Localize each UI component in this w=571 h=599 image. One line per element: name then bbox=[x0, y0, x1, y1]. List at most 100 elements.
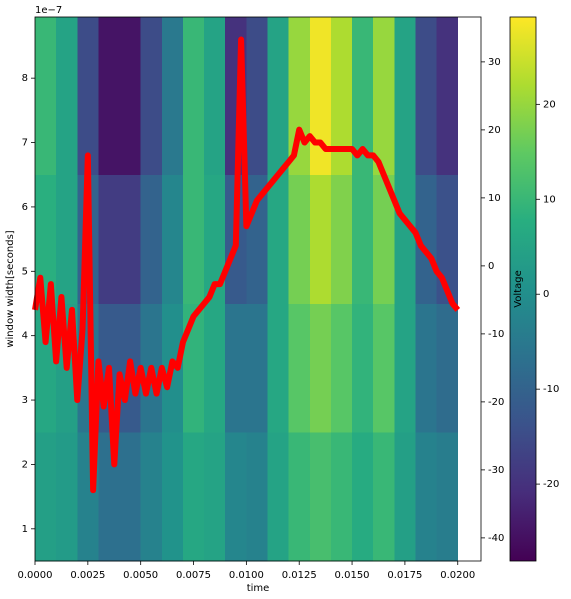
heatmap-cell bbox=[119, 17, 142, 176]
heatmap-cell bbox=[352, 174, 374, 304]
heatmap-cell bbox=[436, 17, 459, 176]
heatmap-cell bbox=[373, 432, 395, 562]
signal-line-core bbox=[34, 39, 459, 491]
heatmap-cell bbox=[394, 303, 416, 433]
heatmap-cell bbox=[225, 303, 247, 433]
colorbar-label: Voltage bbox=[513, 270, 524, 308]
y-axis-label: window width[seconds] bbox=[5, 230, 16, 347]
heatmap-cell bbox=[352, 432, 374, 562]
heatmap-cell bbox=[352, 17, 374, 176]
heatmap-cell bbox=[35, 17, 57, 176]
heatmap-cell bbox=[330, 17, 353, 176]
y2-tick-label: 10 bbox=[488, 193, 501, 204]
heatmap-cell bbox=[415, 303, 438, 433]
heatmap-cell bbox=[288, 174, 311, 304]
heatmap-cell bbox=[436, 432, 459, 562]
y2-tick-label: -20 bbox=[488, 397, 504, 408]
heatmap-cell bbox=[182, 174, 205, 304]
heatmap-cell bbox=[35, 432, 57, 562]
axes-frame bbox=[34, 16, 482, 562]
heatmap-cell bbox=[352, 303, 374, 433]
heatmap-cell bbox=[288, 303, 311, 433]
x-tick-label: 0.0025 bbox=[70, 570, 105, 581]
colorbar bbox=[510, 17, 536, 561]
heatmap-cell bbox=[182, 432, 205, 562]
x-tick-label: 0.0150 bbox=[335, 570, 370, 581]
y2-tick-label: -10 bbox=[488, 329, 504, 340]
x-tick-label: 0.0125 bbox=[282, 570, 317, 581]
colorbar-tick-label: 0 bbox=[543, 289, 549, 300]
heatmap-cell bbox=[436, 303, 459, 433]
heatmap-cell bbox=[246, 17, 269, 176]
x-tick-label: 0.0000 bbox=[18, 570, 53, 581]
heatmap-cell bbox=[394, 432, 416, 562]
heatmap-cell bbox=[309, 432, 332, 562]
heatmap-cell bbox=[267, 432, 290, 562]
x-tick-label: 0.0100 bbox=[229, 570, 264, 581]
y-offset-label: 1e−7 bbox=[35, 5, 62, 16]
heatmap-cell bbox=[309, 303, 332, 433]
heatmap-cell bbox=[98, 17, 121, 176]
y-tick-label: 4 bbox=[22, 331, 28, 342]
heatmap-cell bbox=[309, 17, 332, 176]
colorbar-tick-label: -10 bbox=[543, 384, 559, 395]
y-tick-label: 5 bbox=[22, 266, 28, 277]
y-tick-label: 6 bbox=[22, 202, 28, 213]
heatmap-cell bbox=[161, 174, 184, 304]
heatmap-cell bbox=[140, 174, 163, 304]
y2-tick-label: 20 bbox=[488, 125, 501, 136]
heatmap-cell bbox=[246, 303, 269, 433]
x-tick-label: 0.0200 bbox=[440, 570, 475, 581]
heatmap-cell bbox=[394, 174, 416, 304]
y2-tick-label: -30 bbox=[488, 465, 504, 476]
y-tick-label: 3 bbox=[22, 395, 28, 406]
colorbar-tick-label: 10 bbox=[543, 194, 556, 205]
heatmap-cell bbox=[415, 174, 438, 304]
heatmap-cell bbox=[161, 432, 184, 562]
colorbar-frame bbox=[509, 16, 537, 562]
heatmap-cell bbox=[204, 303, 226, 433]
x-tick-label: 0.0050 bbox=[123, 570, 158, 581]
heatmap-cell bbox=[415, 17, 438, 176]
y-tick-label: 1 bbox=[22, 524, 28, 535]
heatmap-cell bbox=[140, 432, 163, 562]
heatmap-cell bbox=[204, 174, 226, 304]
heatmap-cell bbox=[56, 432, 78, 562]
heatmap-cell bbox=[267, 17, 290, 176]
heatmap-cell bbox=[373, 303, 395, 433]
heatmap-cell bbox=[35, 174, 57, 304]
y-tick-label: 7 bbox=[22, 138, 28, 149]
heatmap-cell bbox=[182, 17, 205, 176]
y2-tick-label: 30 bbox=[488, 57, 501, 68]
heatmap-cell bbox=[56, 17, 78, 176]
y-tick-label: 8 bbox=[22, 73, 28, 84]
heatmap-cell bbox=[204, 17, 226, 176]
heatmap-cell bbox=[77, 17, 99, 176]
heatmap-cell bbox=[35, 303, 57, 433]
heatmap-cell bbox=[140, 17, 163, 176]
y2-tick-label: 0 bbox=[488, 261, 494, 272]
heatmap-cell bbox=[246, 432, 269, 562]
heatmap-cell bbox=[436, 174, 459, 304]
colorbar-tick-label: 20 bbox=[543, 99, 556, 110]
plot-area bbox=[32, 17, 461, 562]
x-tick-label: 0.0175 bbox=[387, 570, 422, 581]
heatmap-cell bbox=[267, 174, 290, 304]
y-tick-label: 2 bbox=[22, 459, 28, 470]
heatmap-cell bbox=[161, 17, 184, 176]
heatmap-cell bbox=[330, 432, 353, 562]
heatmap-cell bbox=[330, 303, 353, 433]
heatmap-cell bbox=[119, 174, 142, 304]
heatmap-cell bbox=[309, 174, 332, 304]
heatmap-cell bbox=[204, 432, 226, 562]
heatmap-cell bbox=[119, 432, 142, 562]
heatmap-cell bbox=[288, 432, 311, 562]
heatmap-cell bbox=[373, 17, 395, 176]
x-tick-label: 0.0075 bbox=[176, 570, 211, 581]
heatmap-cell bbox=[225, 432, 247, 562]
heatmap-cell bbox=[330, 174, 353, 304]
x-axis-label: time bbox=[247, 583, 270, 594]
heatmap-cell bbox=[373, 174, 395, 304]
y2-tick-label: -40 bbox=[488, 533, 504, 544]
